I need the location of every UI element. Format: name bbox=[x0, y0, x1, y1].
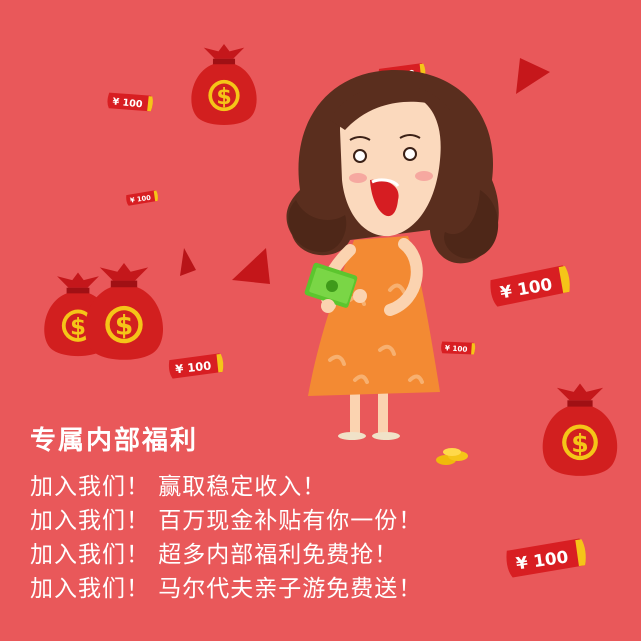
coin-icon bbox=[436, 448, 468, 465]
svg-text:¥ 100: ¥ 100 bbox=[129, 194, 151, 205]
svg-text:¥ 100: ¥ 100 bbox=[112, 96, 143, 110]
banknote-icon: ¥ 100 bbox=[488, 264, 572, 308]
girl-character bbox=[286, 70, 499, 440]
svg-text:¥ 100: ¥ 100 bbox=[445, 343, 468, 354]
confetti-triangle-icon bbox=[180, 58, 550, 284]
banknote-icon: ¥ 100 bbox=[440, 340, 476, 356]
cash-stack-icon bbox=[304, 262, 358, 308]
banknote-icon: ¥ 100 bbox=[504, 537, 588, 579]
money-bag-icon bbox=[191, 44, 257, 125]
banknote-icon: ¥ 100 bbox=[168, 353, 225, 379]
banknote-icon: ¥ 100 bbox=[125, 189, 159, 207]
svg-text:¥ 100: ¥ 100 bbox=[175, 358, 212, 376]
promo-line: 加入我们！ 百万现金补贴有你一份！ bbox=[30, 508, 423, 534]
promo-line: 加入我们！ 赢取稳定收入！ bbox=[30, 474, 327, 500]
banknote-icon: ¥ 100 bbox=[106, 91, 154, 113]
promo-line: 加入我们！ 超多内部福利免费抢！ bbox=[30, 542, 399, 568]
promo-title: 专属内部福利 bbox=[30, 426, 199, 456]
promo-text-block: 专属内部福利 加入我们！ 赢取稳定收入！ 加入我们！ 百万现金补贴有你一份！ 加… bbox=[30, 424, 590, 606]
promo-line: 加入我们！ 马尔代夫亲子游免费送！ bbox=[30, 576, 423, 602]
